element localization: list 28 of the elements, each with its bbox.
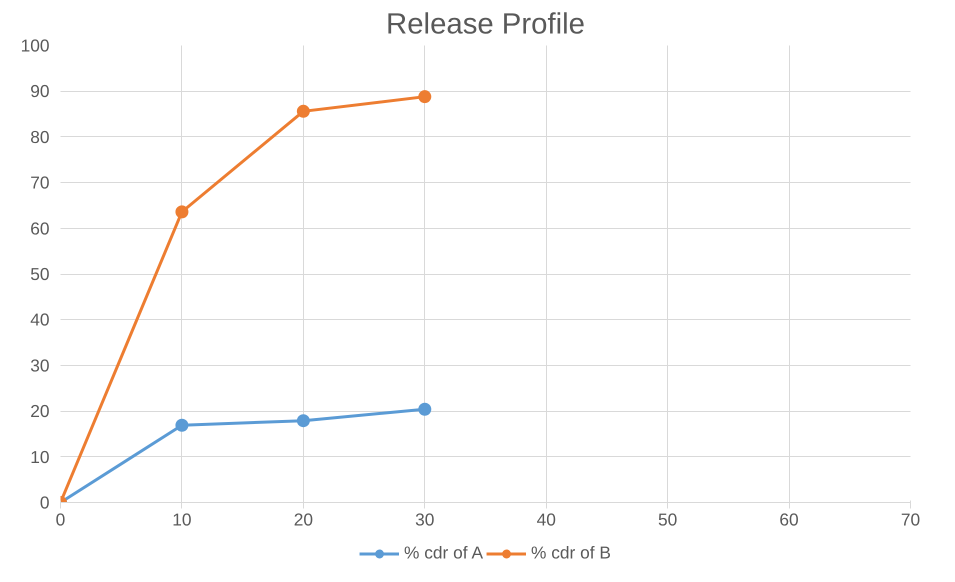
x-tick-label: 60 [779, 510, 799, 530]
point [418, 402, 432, 416]
point [296, 104, 310, 118]
y-tick-label: 90 [30, 81, 50, 102]
x-tick-label: 50 [658, 510, 678, 530]
y-tick-label: 10 [30, 446, 50, 467]
point [175, 205, 188, 218]
x-tick-label: 10 [172, 510, 192, 530]
y-tick-label: 0 [40, 492, 50, 512]
y-tick-label: 70 [30, 172, 50, 193]
point [418, 90, 432, 104]
y-tick-label: 50 [30, 264, 50, 284]
y-tick-label: 80 [30, 126, 50, 147]
legend-label: % cdr of A [404, 542, 484, 564]
x-tick-label: 20 [294, 510, 313, 530]
y-tick-label: 30 [30, 355, 50, 376]
x-tick-label: 70 [900, 510, 920, 530]
y-tick-label: 60 [30, 218, 50, 238]
point [175, 418, 188, 432]
chart-title: Release Profile [386, 8, 585, 40]
x-tick-label: 0 [56, 510, 66, 530]
point [296, 414, 310, 428]
y-tick-label: 40 [30, 310, 50, 330]
x-tick-label: 30 [415, 510, 434, 530]
y-tick-label: 100 [20, 36, 50, 56]
legend-label: % cdr of B [531, 542, 611, 564]
y-tick-label: 20 [30, 401, 50, 422]
x-tick-label: 40 [536, 510, 556, 530]
